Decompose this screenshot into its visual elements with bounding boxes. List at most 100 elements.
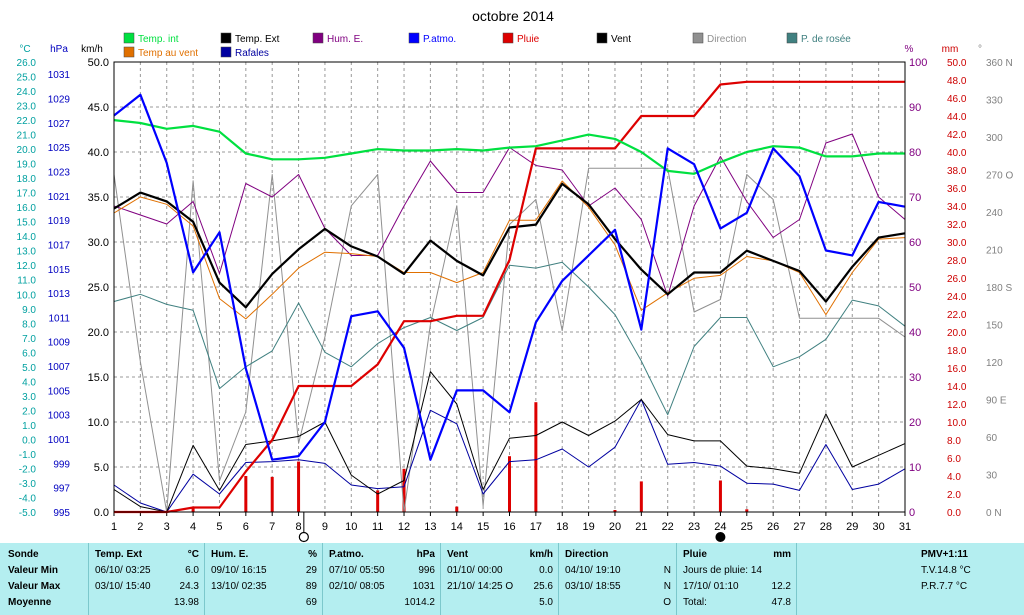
dir-tick: 240 [986,208,1003,219]
rain-tick: 44.0 [947,112,967,123]
temp-tick: -4.0 [19,493,37,504]
wind-unit: km/h [529,549,553,560]
press-tick: 1003 [48,411,71,422]
dir-tick: 0 N [986,508,1002,519]
press-min: 996 [418,565,435,576]
dir-tick: 330 [986,96,1003,107]
rain-tick: 20.0 [947,328,967,339]
rain-tick: 18.0 [947,346,967,357]
day-tick: 19 [582,521,594,533]
press-mean: 1014.2 [404,597,435,608]
legend-swatch-4 [312,32,324,44]
dir-header: Direction [565,549,609,560]
rain-total: 47.8 [771,597,791,608]
temp-tick: 20.0 [17,145,37,156]
dir-tick: 180 S [986,283,1012,294]
day-tick: 23 [688,521,700,533]
press-header: P.atmo. [329,549,364,560]
col-rain: Pluie mm Jours de pluie: 14 17/10/ 01:10… [676,543,797,615]
press-min-date: 07/10/ 05:50 [329,565,385,576]
wind-tick: 40.0 [88,147,109,159]
hum-mean: 69 [305,597,317,608]
dir-max-date: 03/10/ 18:55 [565,581,621,592]
day-tick: 5 [216,521,222,533]
hum-tick: 10 [909,462,921,474]
series-line-rafales [113,399,906,513]
wind-header: Vent [447,549,469,560]
rain-header: Pluie [683,549,707,560]
day-tick: 12 [398,521,410,533]
rain-total-label: Total: [683,597,707,608]
rain-tick: 6.0 [947,454,961,465]
temp-tick: -2.0 [19,464,37,475]
day-tick: 28 [820,521,832,533]
hum-tick: 60 [909,237,921,249]
temp-tick: 16.0 [17,203,37,214]
daily-rain-bars [191,402,749,512]
wind-tick: 35.0 [88,192,109,204]
pmv-tv: T.V.14.8 °C [921,565,971,576]
dir-tick: 60 [986,433,998,444]
rain-bar-day-25 [745,509,749,512]
col-hum: Hum. E. % 09/10/ 16:15 29 13/10/ 02:35 8… [204,543,323,615]
temp-tick: -3.0 [19,479,37,490]
legend-swatch-8 [692,32,704,44]
day-tick: 24 [714,521,726,533]
series-line-pluie [114,80,905,514]
rain-tick: 32.0 [947,220,967,231]
press-tick: 1019 [48,216,71,227]
press-tick: 1011 [48,313,70,324]
temp-tick: 23.0 [17,102,37,113]
temp-tick: 26.0 [17,58,37,69]
pmv-header: PMV+1:11 [921,549,968,560]
hum-tick: 20 [909,417,921,429]
legend-swatch-3 [220,46,232,58]
col-wind: Vent km/h 01/10/ 00:00 0.0 21/10/ 14:25 … [440,543,559,615]
hum-tick: 70 [909,192,921,204]
rain-days: Jours de pluie: 14 [683,565,762,576]
temp-min: 6.0 [185,565,199,576]
wind-tick: 10.0 [88,417,109,429]
legend-label-4: Hum. E. [327,34,363,45]
wind-tick: 45.0 [88,102,109,114]
legend-label-8: Direction [707,34,746,45]
series-line-temp-int [113,119,905,175]
unit-hum: % [905,44,914,55]
press-tick: 997 [53,484,70,495]
temp-tick: 10.0 [17,290,37,301]
row-label-max: Valeur Max [8,581,61,592]
temp-max: 24.3 [179,581,199,592]
dir-tick: 30 [986,471,998,482]
dir-tick: 270 O [986,171,1013,182]
day-tick: 7 [269,521,275,533]
temp-tick: 6.0 [22,348,36,359]
day-tick: 11 [372,521,383,533]
temp-tick: 15.0 [17,218,37,229]
rain-bar-day-20 [613,510,617,512]
legend-swatch-5 [408,32,420,44]
temp-tick: 2.0 [22,406,36,417]
moon-full-icon [715,532,726,542]
day-tick: 13 [424,521,436,533]
wind-max-date: 21/10/ 14:25 O [447,581,514,592]
temp-tick: 22.0 [17,116,37,127]
rain-max-date: 17/10/ 01:10 [683,581,739,592]
dir-tick: 150 [986,321,1003,332]
rain-tick: 8.0 [947,436,961,447]
temp-tick: 8.0 [22,319,36,330]
wind-mean: 5.0 [539,597,553,608]
rain-bar-day-21 [639,481,643,512]
row-label-sonde: Sonde [8,549,39,560]
right-axes: 100908070605040302010050.048.046.044.042… [909,57,1013,519]
hum-tick: 30 [909,372,921,384]
col-temp: Temp. Ext °C 06/10/ 03:25 6.0 03/10/ 15:… [88,543,205,615]
unit-rain: mm [942,44,959,55]
rain-bar-day-11 [376,490,380,512]
wind-min: 0.0 [539,565,553,576]
row-label-min: Valeur Min [8,565,59,576]
unit-temp: °C [19,44,30,55]
rain-tick: 50.0 [947,58,967,69]
temp-tick: 13.0 [17,247,37,258]
wind-tick: 0.0 [94,507,109,519]
rain-bar-day-14 [455,506,459,512]
